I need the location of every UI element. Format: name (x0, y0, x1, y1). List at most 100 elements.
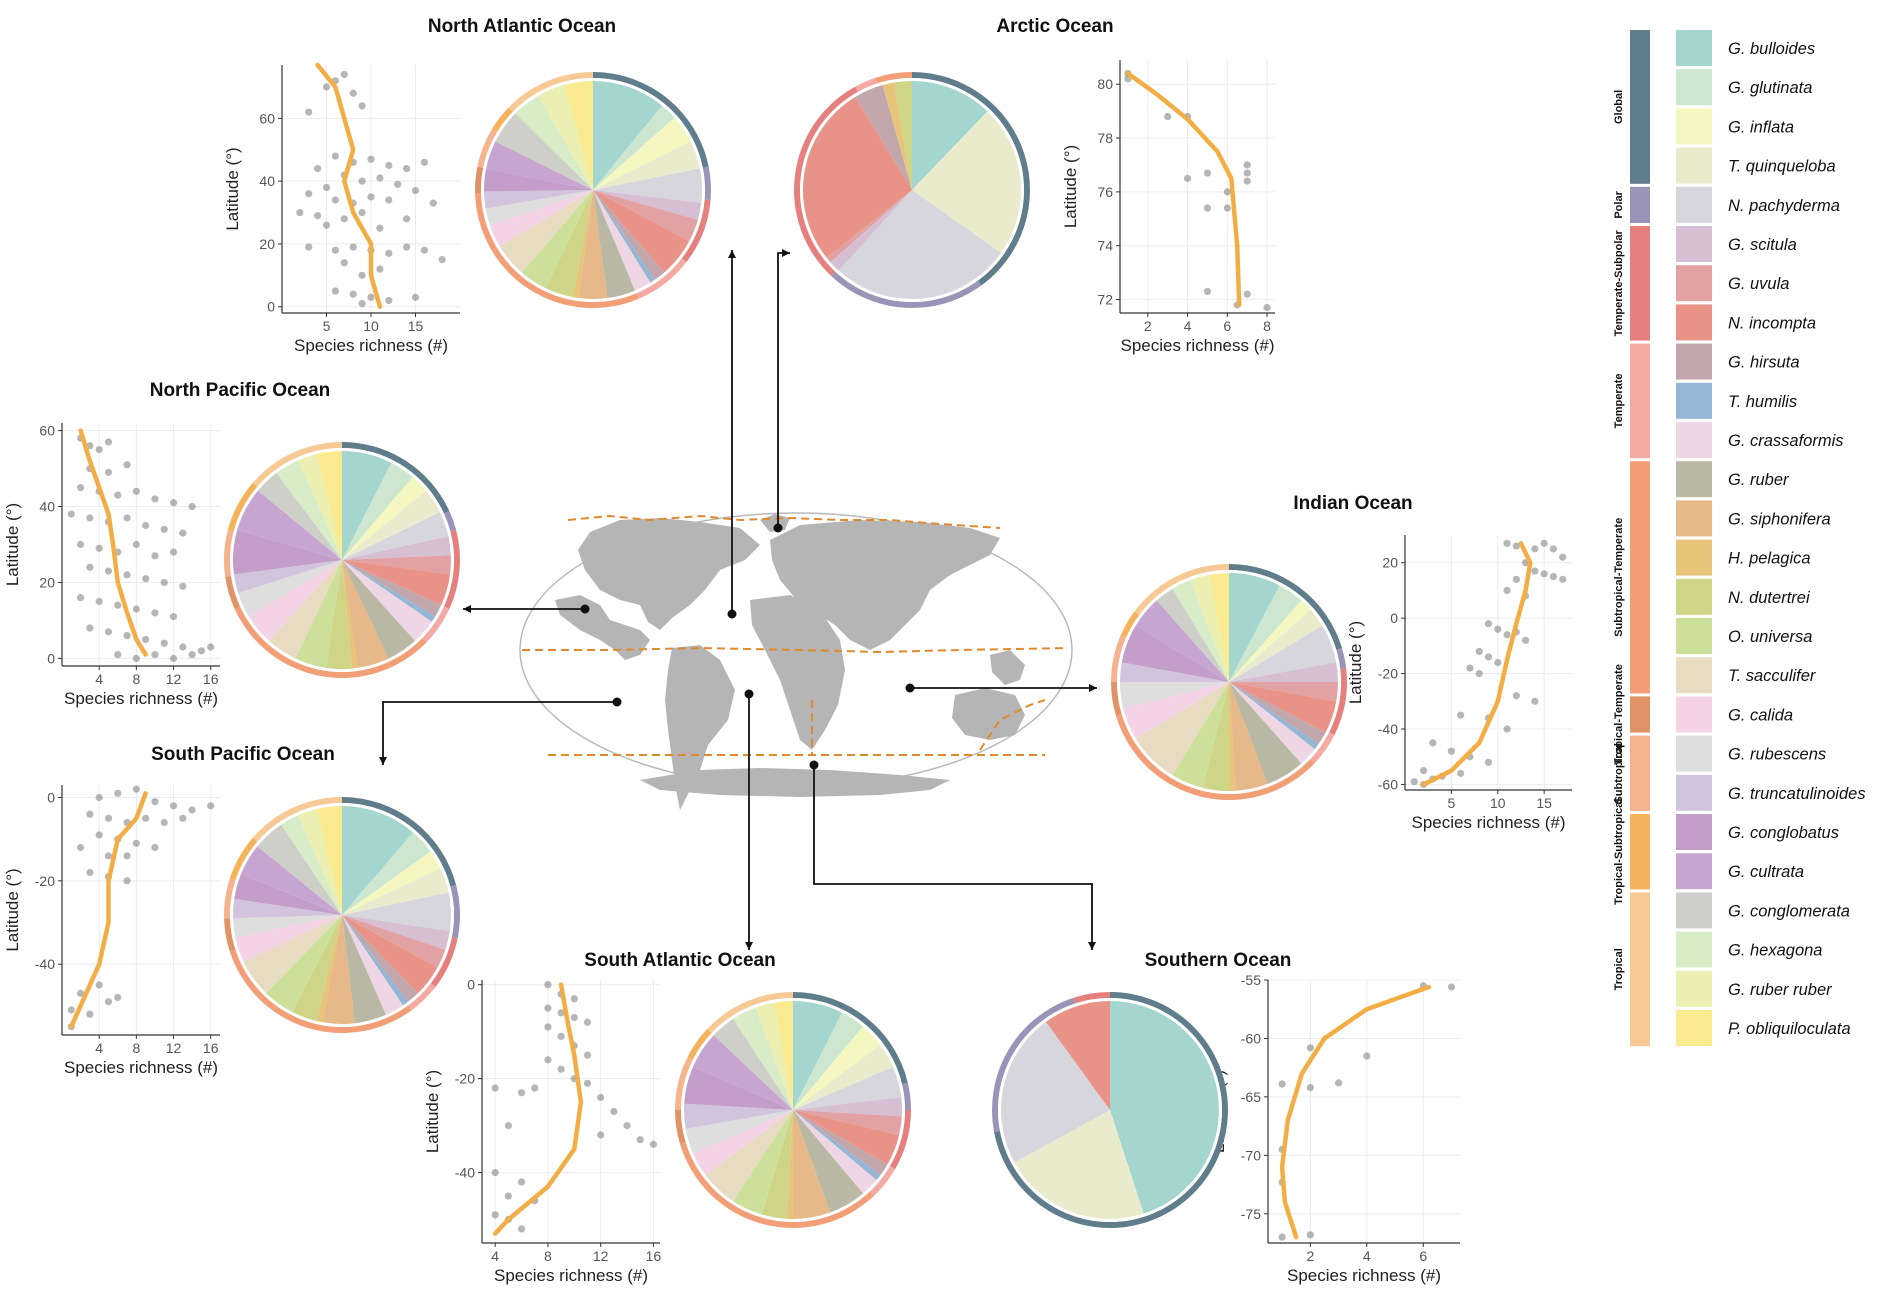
data-point (583, 1018, 592, 1026)
data-point (1549, 572, 1558, 581)
data-point (179, 582, 187, 590)
legend-group: Temperate-Subpolar (1613, 226, 1650, 341)
data-point (367, 193, 375, 201)
data-point (1531, 545, 1539, 553)
pie-ring-segment (342, 797, 457, 887)
x-tick-label: 2 (1144, 318, 1152, 334)
pie-slice (295, 560, 342, 668)
legend-group-band (1630, 226, 1650, 341)
legend-swatch (1676, 735, 1712, 772)
data-point (557, 1065, 565, 1073)
pie-slice (793, 1026, 881, 1110)
legend-item: P. obliquiloculata (1676, 1010, 1851, 1046)
data-point (557, 1032, 565, 1040)
legend-swatch (1676, 304, 1712, 341)
data-point (1306, 1044, 1314, 1052)
pie-ring-segment (681, 199, 711, 263)
data-point (76, 540, 85, 549)
data-point (1183, 174, 1192, 183)
pie-ring-segment (443, 530, 460, 610)
plot-background (1120, 60, 1275, 313)
data-point (1164, 112, 1172, 121)
legend-group-label: Polar (1613, 190, 1625, 218)
map-land (555, 514, 1025, 810)
data-point (358, 177, 366, 185)
pie-slice (1229, 682, 1236, 791)
data-point (340, 215, 348, 223)
pie-slice (830, 190, 912, 271)
legend-item: G. cultrata (1676, 853, 1804, 890)
connector-line (777, 252, 790, 528)
pie-slice (793, 1097, 902, 1117)
data-point (403, 215, 411, 223)
legend-item: H. pelagica (1676, 539, 1811, 576)
data-point (305, 243, 313, 251)
data-point (358, 299, 366, 308)
data-point (76, 989, 85, 997)
data-point (331, 246, 339, 254)
data-point (142, 635, 150, 644)
pie-ring-segment (227, 482, 258, 532)
pie-ring-segment (430, 937, 458, 988)
legend-label: G. cultrata (1728, 863, 1804, 881)
pie-chart (992, 992, 1228, 1228)
data-point (114, 651, 122, 659)
connector-arrowhead (1089, 684, 1097, 692)
pie-ring-segment (636, 258, 687, 299)
pie-slice (1190, 574, 1229, 682)
connector-arrowhead (463, 605, 471, 613)
x-tick-label: 12 (593, 1248, 609, 1264)
data-point (1503, 586, 1511, 595)
data-point (160, 525, 168, 533)
y-tick-label: 40 (39, 499, 55, 515)
pie-slice (495, 113, 593, 190)
pie-slice (233, 560, 342, 594)
data-point (114, 601, 122, 609)
legend-group: Tropical-Temperate (1613, 664, 1650, 765)
data-point (340, 259, 348, 267)
pie-slice (342, 915, 409, 1006)
data-point (132, 487, 140, 495)
pie-slice (803, 96, 912, 258)
pie-ring-segment (901, 1082, 911, 1110)
data-point (95, 445, 103, 454)
data-point (123, 514, 131, 522)
connector-line (382, 701, 617, 765)
ocean-panel: Southern Ocean 2 4 6 -75 -70 -65 -60 -55 Species … (992, 950, 1460, 1285)
data-point (1419, 766, 1428, 775)
pie-slice (793, 1110, 902, 1136)
data-point (385, 161, 393, 170)
data-point (1503, 539, 1511, 547)
y-tick-label: 74 (1097, 238, 1113, 254)
data-point (1203, 287, 1212, 296)
legend-item: N. dutertrei (1676, 578, 1811, 615)
legend-label: G. siphonifera (1728, 510, 1831, 528)
legend-item: T. quinqueloba (1676, 147, 1836, 184)
data-point (517, 1089, 526, 1097)
pie-slice (838, 190, 1002, 299)
data-point (104, 814, 113, 822)
ocean-panel: Indian Ocean 5 10 15 -60 -40 -20 0 20 Species ric… (1111, 493, 1572, 832)
legend-swatch (1676, 422, 1712, 458)
pie-ring-segment (450, 885, 460, 939)
x-axis-label: Species richness (#) (1120, 336, 1274, 355)
data-point (570, 1013, 578, 1022)
pie-slice (233, 915, 342, 938)
data-point (151, 552, 159, 560)
pie-ring-segment (224, 878, 236, 919)
data-point (1203, 169, 1212, 177)
legend-item: G. hirsuta (1676, 343, 1800, 380)
data-point (1531, 697, 1539, 705)
pie-slice (342, 832, 431, 915)
legend-item: G. glutinata (1676, 69, 1812, 106)
pie-slice (1229, 682, 1315, 764)
pie-slice (1135, 600, 1229, 682)
pie-ring-segment (992, 997, 1076, 1133)
connector (773, 249, 790, 533)
pie-slice (793, 1110, 864, 1213)
pie-slice (855, 85, 912, 190)
data-point (376, 265, 384, 273)
y-axis-label: Latitude (°) (1061, 145, 1080, 228)
